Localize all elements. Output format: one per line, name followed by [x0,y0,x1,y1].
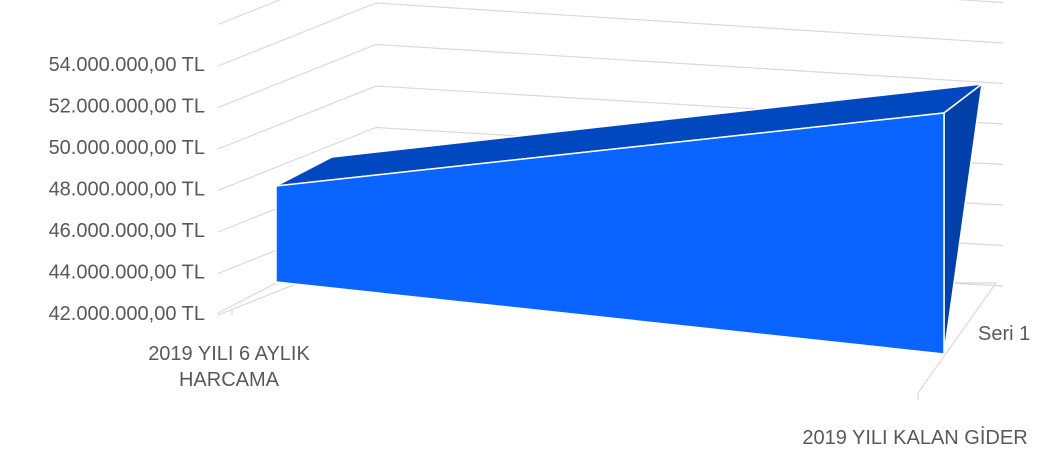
x-axis-category-labels: 2019 YILI 6 AYLIK HARCAMA 2019 YILI KALAN … [148,343,1027,449]
area-side-face [943,82,983,355]
y-tick-label: 46.000.000,00 TL [49,220,205,242]
gridline [217,0,1004,26]
depth-axis-series-label: Seri 1 [978,323,1030,345]
x-category-label: 2019 YILI KALAN GİDER [802,426,1027,449]
y-tick-label: 42.000.000,00 TL [49,303,205,325]
y-tick-label: 52.000.000,00 TL [49,96,205,118]
y-tick-label: 54.000.000,00 TL [49,54,205,76]
x-category-label: HARCAMA [179,369,280,391]
y-tick-label: 50.000.000,00 TL [49,137,205,159]
area-front-face [275,112,945,355]
x-category-label: 2019 YILI 6 AYLIK [148,343,310,365]
series-area [275,82,985,355]
y-tick-label: 44.000.000,00 TL [49,262,205,284]
y-tick-label: 48.000.000,00 TL [49,179,205,201]
gridline [217,43,1004,109]
y-axis-tick-labels: 42.000.000,00 TL 44.000.000,00 TL 46.000.0… [49,54,205,325]
gridline [217,2,1004,67]
